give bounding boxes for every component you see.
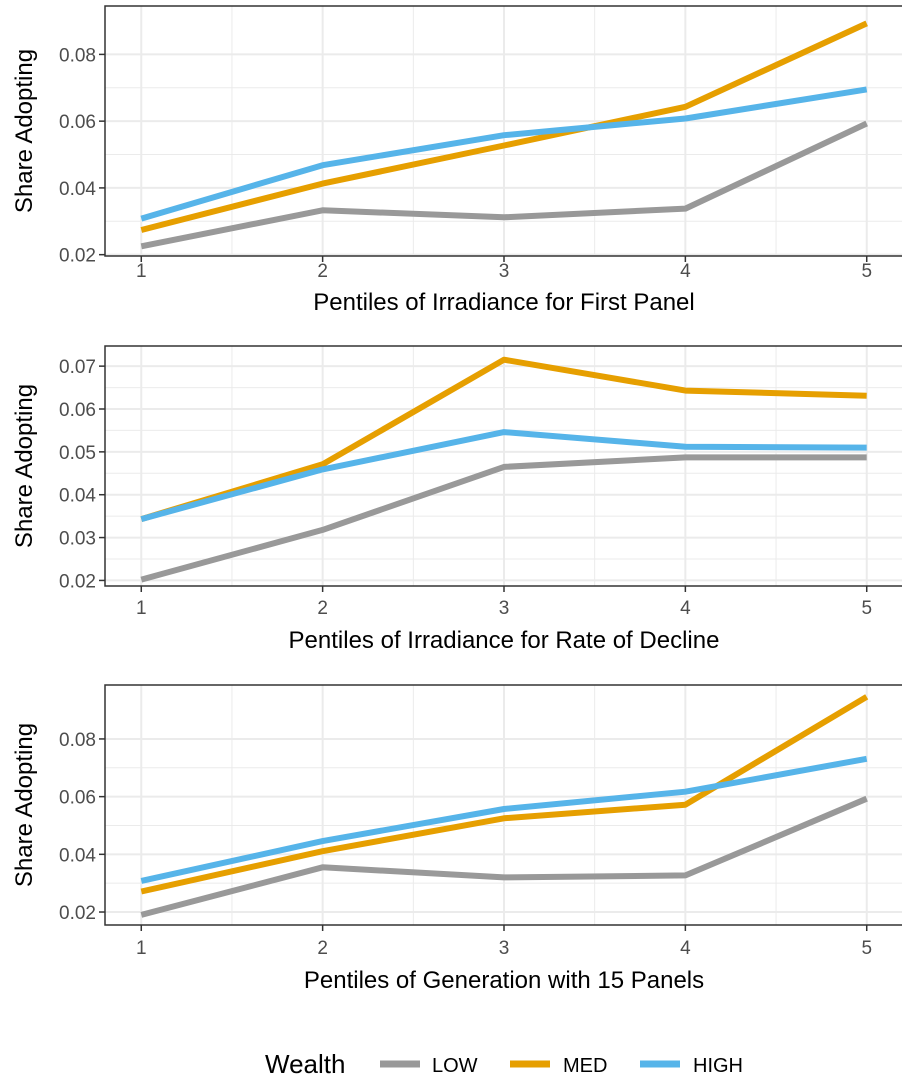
legend: Wealth LOW MED HIGH bbox=[265, 1049, 743, 1078]
panel-1-y-tick-label: 0.04 bbox=[59, 179, 96, 200]
panel-2-y-tick-label: 0.03 bbox=[59, 529, 96, 550]
panel-2-series-med-line bbox=[140, 356, 867, 522]
panel-1-x-axis-title: Pentiles of Irradiance for First Panel bbox=[313, 289, 695, 316]
panel-2-series-high-line bbox=[140, 429, 867, 522]
panel-1-series-high-line bbox=[140, 86, 868, 222]
panel-3-x-tick-label: 2 bbox=[317, 938, 328, 959]
legend-label-med: MED bbox=[563, 1055, 607, 1077]
panel-3-x-tick-label: 4 bbox=[680, 938, 691, 959]
panel-3-y-tick-label: 0.08 bbox=[59, 730, 96, 751]
panel-1: 1 2 3 4 5 0.02 0.04 0.06 0.08 Pentiles of Irradia… bbox=[11, 5, 902, 316]
panel-2-y-tick-label: 0.02 bbox=[59, 571, 96, 592]
panel-3-x-tick-label: 1 bbox=[136, 938, 147, 959]
panel-2: 1 2 3 4 5 0.02 0.03 0.04 0.05 0.06 0.07 Pentiles of… bbox=[11, 345, 902, 654]
panel-3-y-tick-label: 0.06 bbox=[59, 788, 96, 809]
panel-3-y-axis-title: Share Adopting bbox=[11, 723, 38, 887]
panel-3-y-tick-label: 0.04 bbox=[59, 845, 96, 866]
panel-2-series-low-line bbox=[140, 454, 867, 583]
panel-2-x-tick-label: 3 bbox=[499, 598, 510, 619]
panel-1-series-low-line bbox=[140, 120, 868, 250]
panel-1-x-tick-label: 4 bbox=[680, 261, 691, 282]
panel-3: 1 2 3 4 5 0.02 0.04 0.06 0.08 Pentiles of Generat… bbox=[11, 684, 902, 994]
panel-2-y-axis-title: Share Adopting bbox=[11, 384, 38, 548]
panel-1-grid bbox=[105, 6, 902, 256]
legend-item-low: LOW bbox=[380, 1055, 478, 1077]
panel-2-x-tick-label: 2 bbox=[317, 598, 328, 619]
panel-2-y-tick-label: 0.04 bbox=[59, 486, 96, 507]
panel-2-x-axis-title: Pentiles of Irradiance for Rate of Decli… bbox=[289, 627, 720, 654]
panel-3-x-tick-label: 5 bbox=[861, 938, 872, 959]
panel-1-x-tick-label: 2 bbox=[317, 261, 328, 282]
panel-1-y-tick-label: 0.06 bbox=[59, 112, 96, 133]
panel-2-x-tick-label: 4 bbox=[680, 598, 691, 619]
panel-1-series-med-line bbox=[140, 20, 868, 233]
panel-2-grid bbox=[105, 346, 902, 586]
panel-3-x-axis-title: Pentiles of Generation with 15 Panels bbox=[304, 967, 704, 994]
panel-3-y-tick-label: 0.02 bbox=[59, 903, 96, 924]
panel-2-x-tick-label: 5 bbox=[861, 598, 872, 619]
legend-item-high: HIGH bbox=[640, 1055, 743, 1077]
panel-3-series-med-line bbox=[140, 694, 869, 895]
legend-label-low: LOW bbox=[432, 1055, 478, 1077]
panel-2-x-tick-label: 1 bbox=[136, 598, 147, 619]
panel-2-y-tick-label: 0.07 bbox=[59, 357, 96, 378]
legend-title: Wealth bbox=[265, 1049, 345, 1078]
panel-3-series-high-line bbox=[140, 755, 868, 884]
panel-1-y-axis-title: Share Adopting bbox=[11, 49, 38, 213]
panel-2-y-tick-label: 0.06 bbox=[59, 400, 96, 421]
panel-1-x-tick-label: 1 bbox=[136, 261, 147, 282]
legend-item-med: MED bbox=[510, 1055, 607, 1077]
panel-1-y-tick-label: 0.08 bbox=[59, 45, 96, 66]
panel-1-x-tick-label: 5 bbox=[861, 261, 872, 282]
panel-1-x-tick-label: 3 bbox=[499, 261, 510, 282]
panel-3-series-low-line bbox=[140, 795, 868, 918]
legend-label-high: HIGH bbox=[693, 1055, 743, 1077]
panel-2-y-tick-label: 0.05 bbox=[59, 443, 96, 464]
panel-1-y-tick-label: 0.02 bbox=[59, 246, 96, 267]
panel-3-x-tick-label: 3 bbox=[499, 938, 510, 959]
